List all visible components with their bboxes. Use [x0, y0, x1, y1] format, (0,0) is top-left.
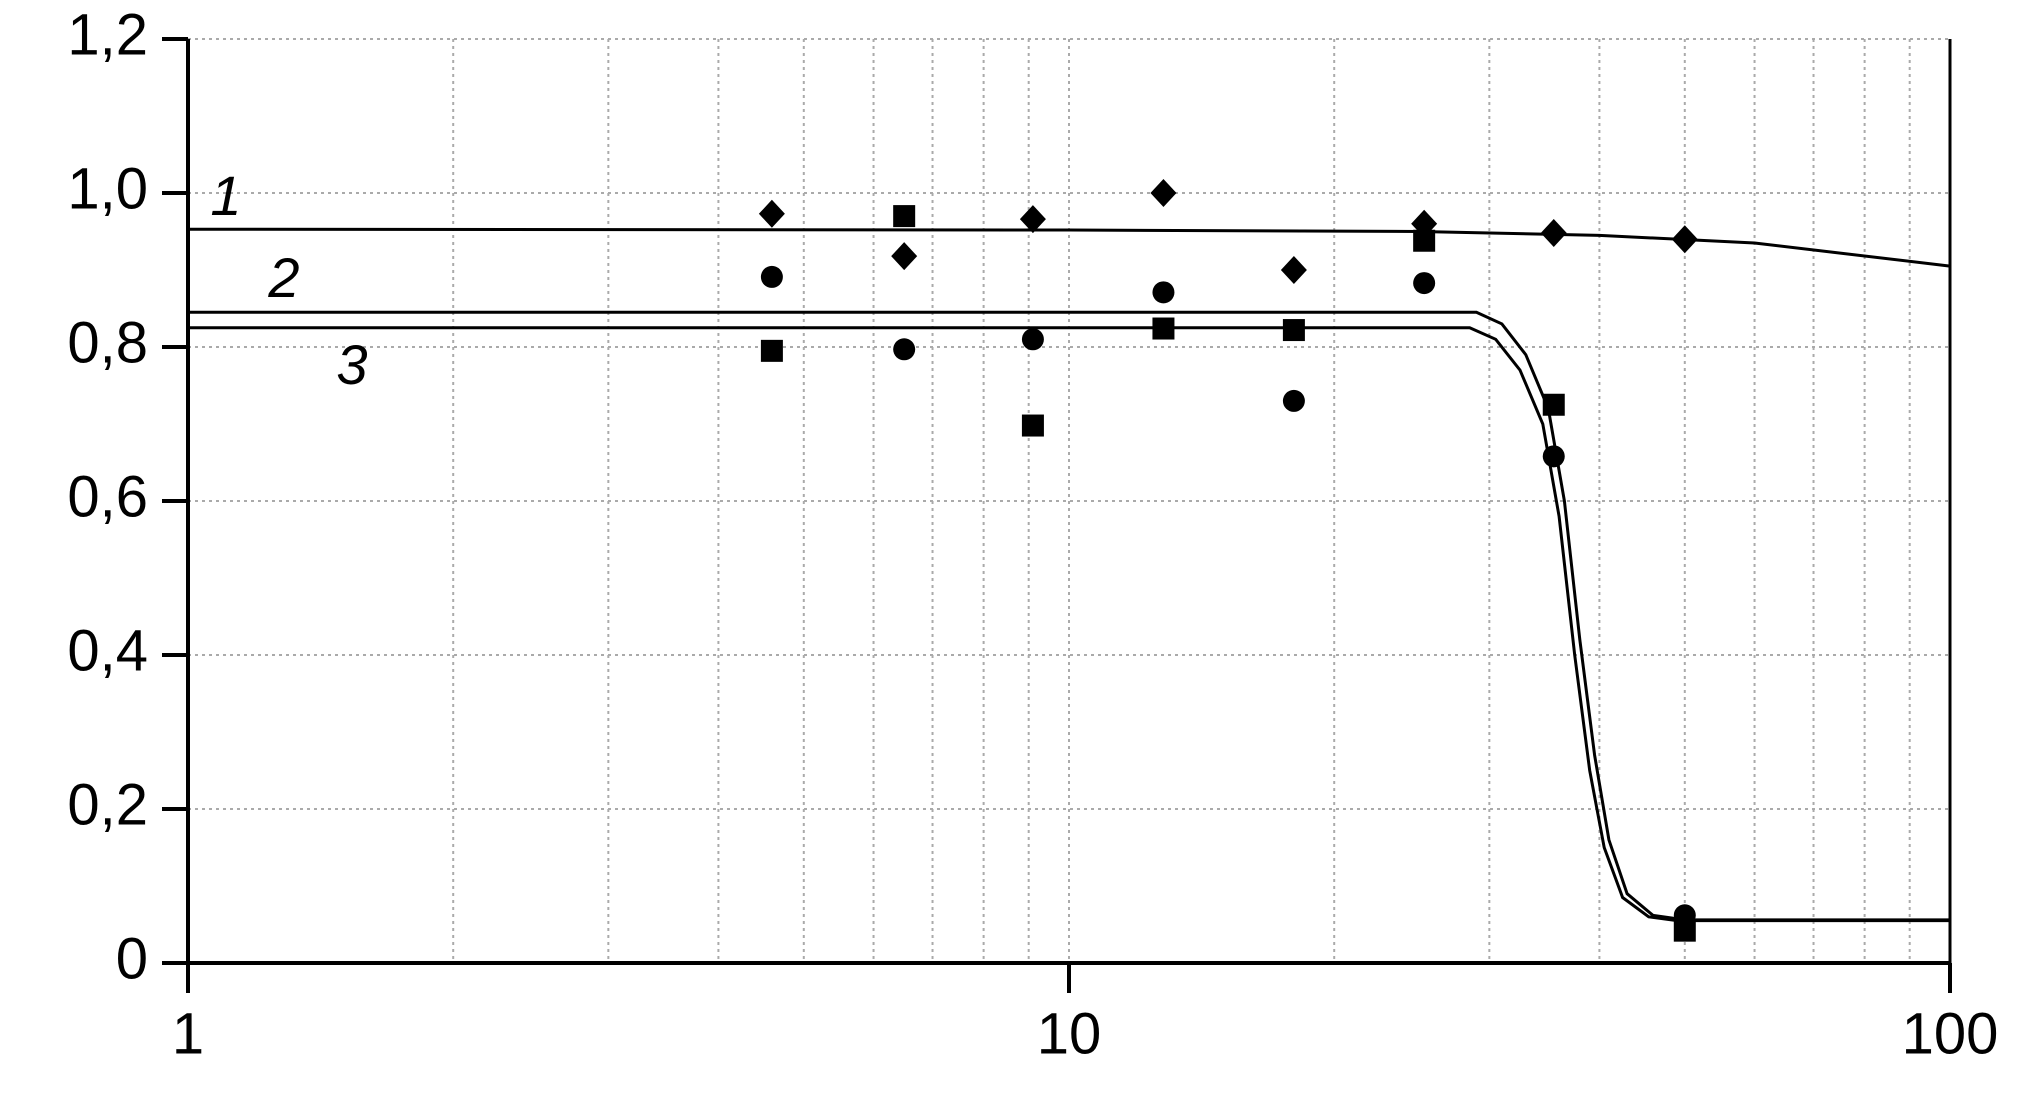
circle-marker — [1152, 281, 1175, 304]
square-marker — [1152, 317, 1175, 340]
circle-marker — [1413, 272, 1436, 295]
square-marker — [1413, 229, 1436, 252]
diamond-marker — [1671, 225, 1698, 254]
fit-line — [187, 227, 1951, 268]
square-marker — [893, 205, 916, 228]
circle-marker — [1021, 328, 1044, 351]
square-marker — [760, 339, 783, 362]
circle-marker — [1542, 445, 1565, 468]
diamond-marker — [1019, 205, 1046, 234]
x-tick-label: 100 — [1902, 1001, 1999, 1066]
curve-label: 1 — [210, 164, 241, 227]
circle-marker — [893, 338, 916, 361]
y-tick-label: 0,6 — [67, 464, 148, 529]
x-tick-label: 10 — [1037, 1001, 1102, 1066]
square-marker — [1021, 414, 1044, 437]
x-tick-label: 1 — [172, 1001, 204, 1066]
diamond-marker — [1280, 256, 1307, 284]
y-tick-label: 0,4 — [67, 618, 148, 683]
diamond-marker — [891, 242, 918, 271]
square-marker — [1282, 319, 1305, 342]
y-tick-label: 0,8 — [67, 310, 148, 375]
y-tick-label: 0,2 — [67, 772, 148, 837]
y-tick-label: 0 — [116, 926, 148, 991]
curve-label: 2 — [267, 246, 299, 309]
diamond-marker — [758, 199, 785, 228]
y-tick-label: 1,2 — [67, 2, 148, 67]
fit-line — [188, 310, 1950, 922]
fit-line — [188, 326, 1950, 923]
square-marker — [1673, 919, 1696, 942]
diamond-marker — [1540, 219, 1567, 248]
curve-label: 3 — [336, 333, 367, 396]
square-marker — [1542, 393, 1565, 416]
diamond-marker — [1150, 179, 1177, 207]
y-tick-label: 1,0 — [67, 156, 148, 221]
circle-marker — [760, 265, 783, 288]
circle-marker — [1282, 389, 1305, 412]
